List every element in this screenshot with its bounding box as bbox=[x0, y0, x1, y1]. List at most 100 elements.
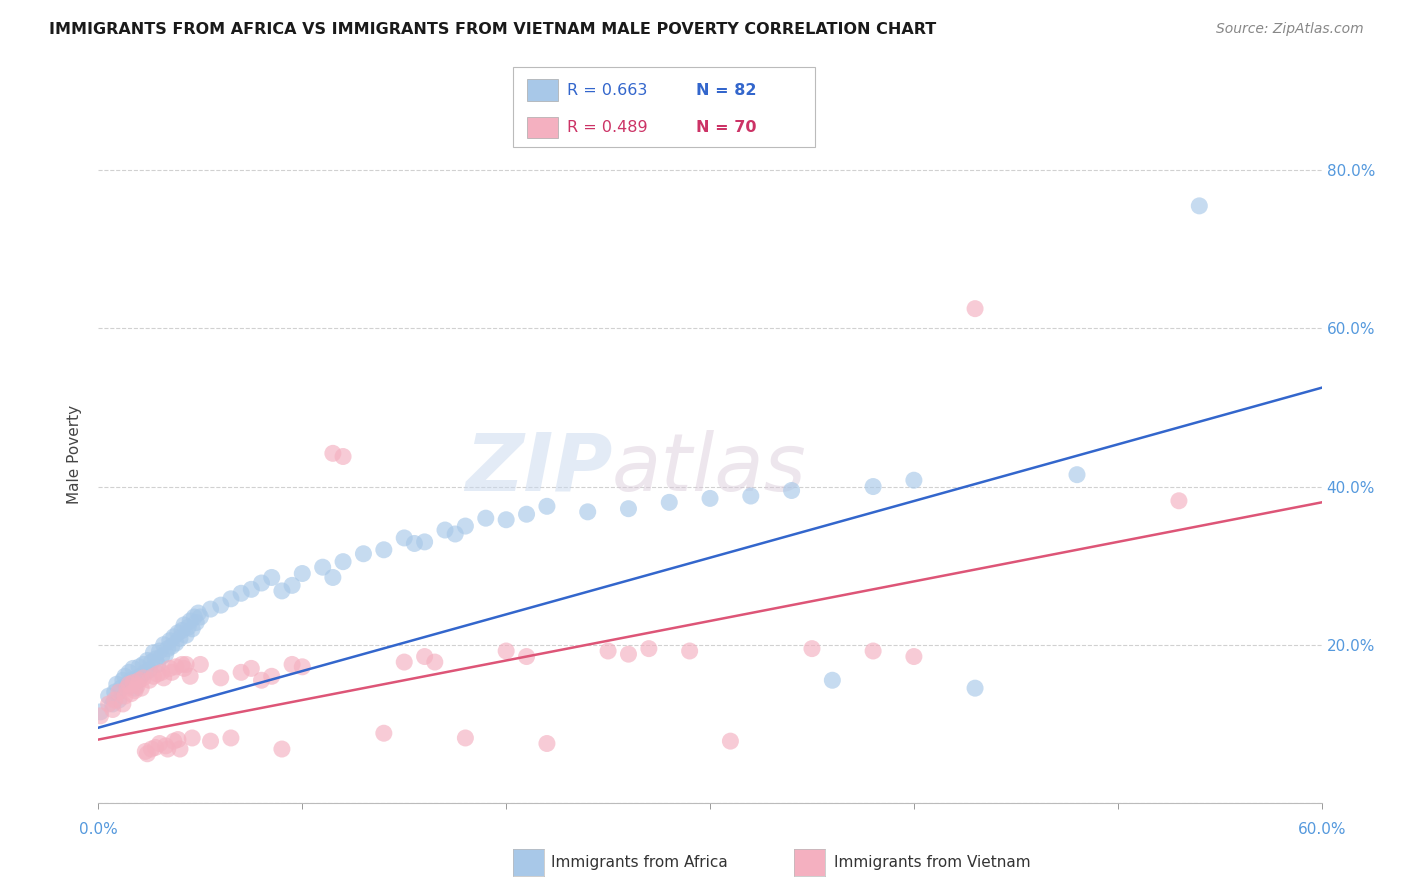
Text: Source: ZipAtlas.com: Source: ZipAtlas.com bbox=[1216, 22, 1364, 37]
Point bbox=[136, 747, 159, 761]
Point bbox=[173, 618, 195, 632]
Text: R = 0.489: R = 0.489 bbox=[567, 120, 647, 135]
Point bbox=[159, 661, 181, 675]
Point bbox=[536, 500, 558, 514]
Point bbox=[170, 657, 193, 672]
Text: atlas: atlas bbox=[612, 430, 807, 508]
Point bbox=[132, 671, 155, 685]
Point bbox=[110, 681, 132, 695]
Point bbox=[167, 732, 190, 747]
Point bbox=[104, 693, 127, 707]
Point bbox=[250, 576, 273, 591]
Point bbox=[699, 491, 721, 506]
Point bbox=[165, 660, 187, 674]
Point bbox=[97, 697, 120, 711]
Point bbox=[156, 641, 179, 656]
Point bbox=[89, 708, 111, 723]
Point bbox=[291, 660, 314, 674]
Text: ZIP: ZIP bbox=[465, 430, 612, 508]
Point bbox=[159, 633, 181, 648]
Text: N = 70: N = 70 bbox=[696, 120, 756, 135]
Point bbox=[495, 644, 517, 658]
Point bbox=[219, 731, 242, 745]
Point bbox=[250, 673, 273, 688]
Point bbox=[142, 669, 165, 683]
Point bbox=[260, 570, 283, 584]
Point bbox=[187, 606, 209, 620]
Point bbox=[219, 591, 242, 606]
Point bbox=[89, 705, 111, 719]
Point bbox=[181, 731, 204, 745]
Point bbox=[270, 583, 294, 598]
Point bbox=[617, 647, 640, 661]
Point bbox=[122, 675, 145, 690]
Text: R = 0.663: R = 0.663 bbox=[567, 83, 647, 97]
Point bbox=[105, 677, 128, 691]
Point bbox=[617, 501, 640, 516]
Y-axis label: Male Poverty: Male Poverty bbox=[67, 405, 83, 505]
Text: 60.0%: 60.0% bbox=[1298, 822, 1346, 837]
Point bbox=[200, 734, 222, 748]
Point bbox=[138, 673, 160, 688]
Text: 0.0%: 0.0% bbox=[79, 822, 118, 837]
Point bbox=[129, 669, 152, 683]
Point bbox=[134, 744, 156, 758]
Point bbox=[141, 742, 163, 756]
Point bbox=[120, 687, 142, 701]
Text: N = 82: N = 82 bbox=[696, 83, 756, 97]
Point bbox=[188, 657, 212, 672]
Point bbox=[136, 653, 159, 667]
Point bbox=[862, 479, 884, 493]
Point bbox=[150, 649, 173, 664]
Point bbox=[174, 628, 197, 642]
Point bbox=[281, 578, 304, 592]
Point bbox=[740, 489, 762, 503]
Point bbox=[231, 586, 253, 600]
Point bbox=[181, 622, 204, 636]
Point bbox=[118, 677, 141, 691]
Point bbox=[332, 450, 354, 464]
Point bbox=[101, 702, 124, 716]
Point bbox=[281, 657, 304, 672]
Point bbox=[142, 646, 165, 660]
Point bbox=[108, 693, 131, 707]
Point bbox=[138, 663, 160, 677]
Point bbox=[114, 689, 136, 703]
Point bbox=[173, 661, 195, 675]
Point bbox=[1066, 467, 1088, 482]
Point bbox=[373, 542, 395, 557]
Point bbox=[454, 519, 477, 533]
Point bbox=[188, 610, 212, 624]
Point bbox=[128, 673, 150, 688]
Point bbox=[780, 483, 803, 498]
Point bbox=[114, 669, 136, 683]
Point bbox=[209, 671, 232, 685]
Point bbox=[903, 473, 925, 487]
Point bbox=[720, 734, 742, 748]
Point bbox=[179, 669, 201, 683]
Point bbox=[322, 446, 344, 460]
Point bbox=[174, 657, 197, 672]
Point bbox=[231, 665, 253, 680]
Point bbox=[423, 655, 446, 669]
Point bbox=[145, 740, 167, 755]
Point bbox=[146, 667, 169, 681]
Text: IMMIGRANTS FROM AFRICA VS IMMIGRANTS FROM VIETNAM MALE POVERTY CORRELATION CHART: IMMIGRANTS FROM AFRICA VS IMMIGRANTS FRO… bbox=[49, 22, 936, 37]
Point bbox=[291, 566, 314, 581]
Point bbox=[332, 555, 354, 569]
Point bbox=[209, 598, 232, 612]
Point bbox=[821, 673, 844, 688]
Point bbox=[165, 636, 187, 650]
Point bbox=[115, 681, 138, 695]
Point bbox=[903, 649, 925, 664]
Point bbox=[146, 657, 169, 672]
Point bbox=[167, 625, 190, 640]
Point bbox=[155, 647, 177, 661]
Point bbox=[149, 644, 172, 658]
Point bbox=[373, 726, 395, 740]
Point bbox=[392, 531, 416, 545]
Point bbox=[200, 602, 222, 616]
Point bbox=[129, 681, 152, 695]
Point bbox=[97, 689, 120, 703]
Point bbox=[169, 632, 191, 646]
